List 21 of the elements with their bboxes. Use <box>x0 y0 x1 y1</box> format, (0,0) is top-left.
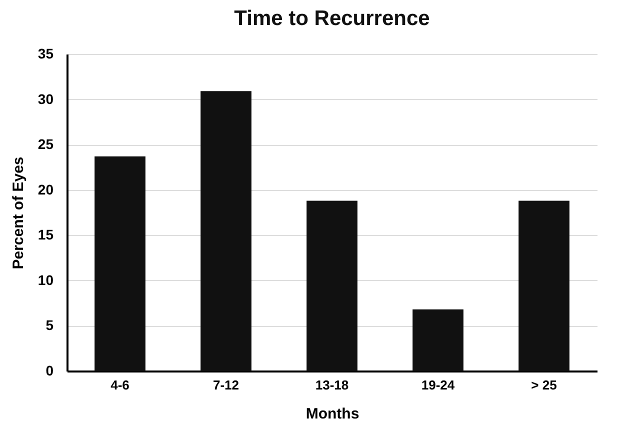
y-tick-label: 15 <box>38 226 54 243</box>
bar <box>412 309 464 371</box>
x-tick-label: 7-12 <box>212 378 240 392</box>
y-tick-label: 0 <box>46 362 54 378</box>
y-tick-label: 20 <box>38 181 54 198</box>
bar <box>306 200 358 371</box>
bar <box>518 200 570 371</box>
bar <box>200 91 252 371</box>
y-tick-label: 25 <box>38 136 54 152</box>
y-tick-label: 10 <box>38 272 54 288</box>
chart-title: Time to Recurrence <box>234 7 430 30</box>
x-axis-title: Months <box>306 406 360 422</box>
bar <box>94 156 146 371</box>
x-tick-label: 19-24 <box>421 378 456 392</box>
y-tick-label: 30 <box>38 90 54 107</box>
x-tick-label: 13-18 <box>315 378 349 392</box>
x-tick-label: > 25 <box>531 378 557 392</box>
x-tick-label: 4-6 <box>110 378 130 392</box>
y-axis-title: Percent of Eyes <box>10 156 27 270</box>
y-tick-label: 35 <box>38 46 54 62</box>
y-tick-label: 5 <box>46 317 54 334</box>
